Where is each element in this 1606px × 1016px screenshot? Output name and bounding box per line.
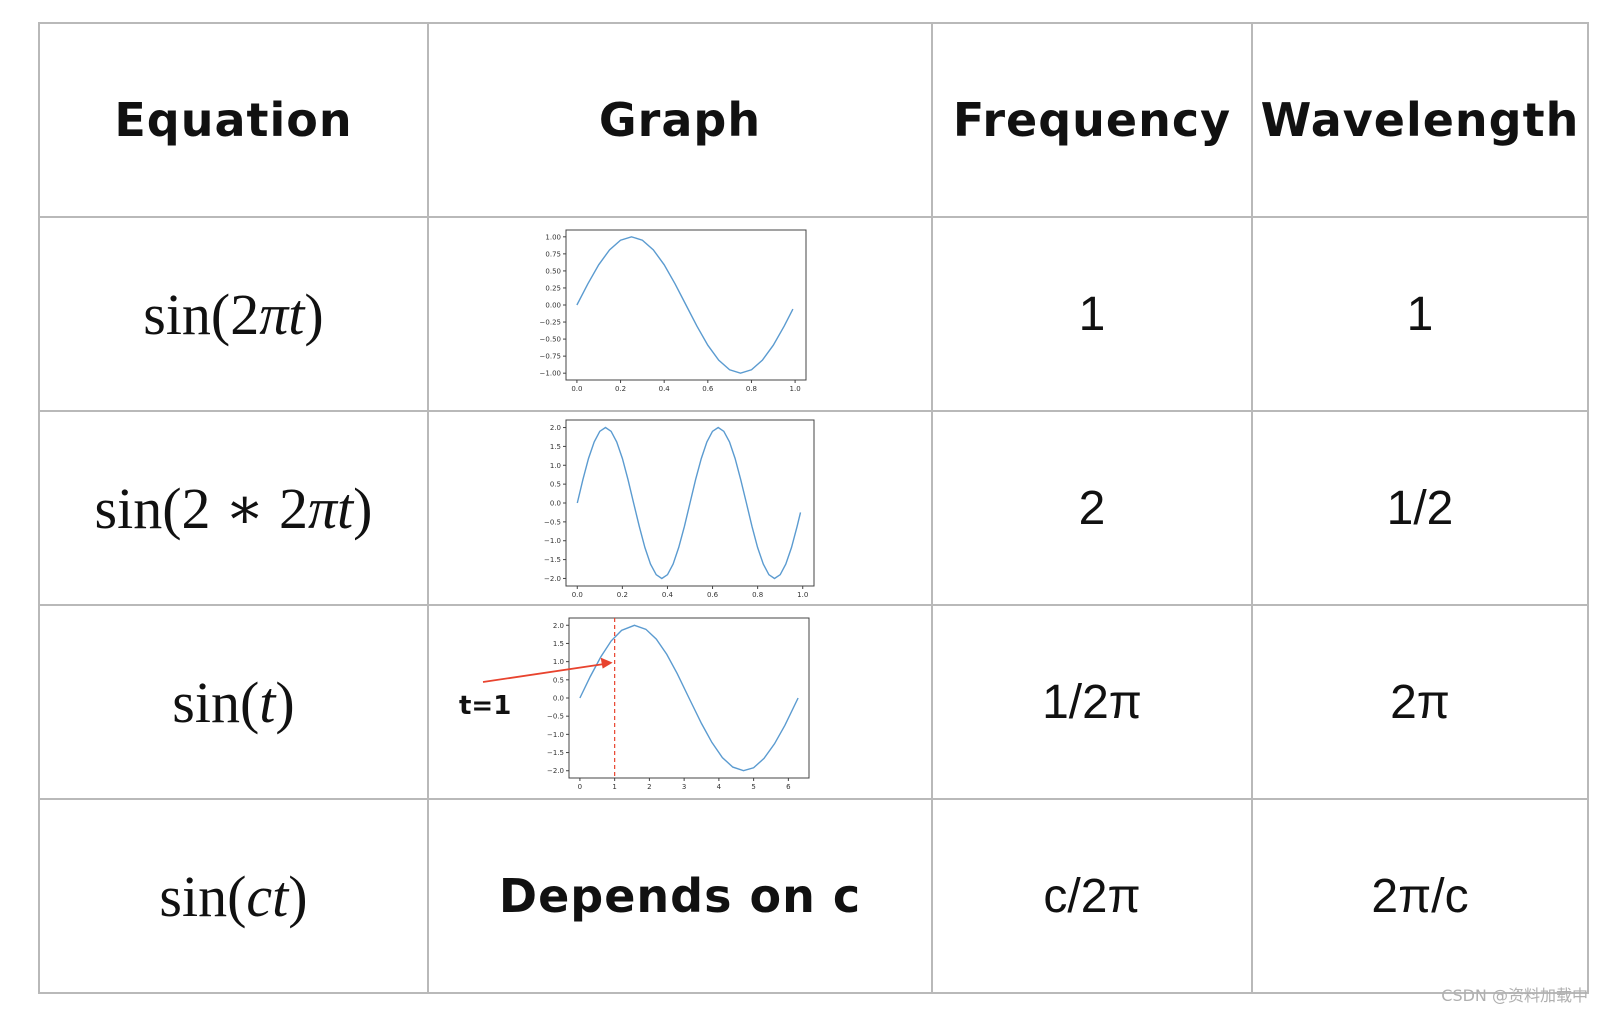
header-row: Equation Graph Frequency Wavelength [38,22,1589,218]
y-tick-label: −1.0 [547,731,564,739]
y-tick-label: −0.25 [540,319,561,327]
y-tick-label: −1.5 [547,749,564,757]
equation: sin(t) [172,669,295,735]
y-tick-label: 1.5 [550,443,561,451]
equation-cell: sin(2πt) [38,216,429,412]
y-tick-label: 1.5 [553,640,564,648]
x-tick-label: 5 [751,783,755,791]
wavelength-value: 1 [1406,287,1434,341]
y-tick-label: 0.50 [545,267,561,275]
sine-curve [576,426,802,580]
annotation-label: t=1 [459,691,511,721]
wavelength-value: 2π/c [1371,869,1469,923]
wavelength-cell: 1 [1251,216,1589,412]
y-tick-label: 2.0 [553,622,564,630]
y-tick-label: 0.75 [545,250,561,258]
y-tick-label: 0.5 [550,481,561,489]
x-tick-label: 1.0 [797,591,808,599]
x-tick-label: 0.8 [746,385,757,393]
sine-curve [579,624,799,772]
y-tick-label: 2.0 [550,424,561,432]
equation: sin(ct) [159,863,308,929]
equation-cell: sin(t) [38,604,429,800]
x-tick-label: 0.4 [659,385,671,393]
header-wavelength: Wavelength [1260,93,1580,147]
table-row: sin(ct) Depends on c c/2π 2π/c [38,798,1589,994]
table-row: sin(2πt) 1.00 0.75 0.50 0.25 0.00 −0.25 −0.50 −… [38,216,1589,412]
graph-note: Depends on c [498,869,862,923]
arrow-head [600,657,613,669]
x-tick-label: 0.2 [617,591,628,599]
header-frequency-cell: Frequency [931,22,1253,218]
watermark: CSDN @资料加载中 [1441,986,1588,1005]
x-tick-label: 2 [647,783,651,791]
graph-cell: Depends on c [427,798,933,994]
frequency-cell: 1/2π [931,604,1253,800]
y-tick-label: −2.0 [544,575,561,583]
y-tick-label: −1.00 [540,370,561,378]
table-row: sin(t) 2.0 1.5 1.0 0.5 0.0 −0.5 −1.0 −1.5 −2.0 0 1… [38,604,1589,800]
y-tick-label: 0.0 [550,500,561,508]
wavelength-cell: 1/2 [1251,410,1589,606]
header-frequency: Frequency [952,93,1232,147]
equation: sin(2 ∗ 2πt) [94,476,373,541]
wavelength-value: 2π [1390,675,1450,729]
y-tick-label: −1.5 [544,556,561,564]
equation-cell: sin(ct) [38,798,429,994]
frequency-value: 2 [1078,481,1106,535]
y-tick-label: 0.00 [545,302,561,310]
y-tick-label: −0.5 [544,518,561,526]
sine-plot-2: 2.0 1.5 1.0 0.5 0.0 −0.5 −1.0 −1.5 −2.0 0.0 0.2 0.4… [544,419,815,599]
wavelength-cell: 2π [1251,604,1589,800]
y-tick-label: 1.00 [545,233,561,241]
sine-curve [576,236,794,374]
sine-plot-3: 2.0 1.5 1.0 0.5 0.0 −0.5 −1.0 −1.5 −2.0 0 1 2 3 4 5 6 t=… [459,617,810,791]
header-wavelength-cell: Wavelength [1251,22,1589,218]
y-tick-label: 0.25 [545,284,561,292]
x-tick-label: 0.6 [702,385,714,393]
header-graph-cell: Graph [427,22,933,218]
graph-cell: 2.0 1.5 1.0 0.5 0.0 −0.5 −1.0 −1.5 −2.0 0 1 2 3 4 5 6 t=… [427,604,933,800]
frequency-cell: c/2π [931,798,1253,994]
y-tick-label: −0.50 [540,336,561,344]
y-tick-label: −0.5 [547,713,564,721]
wavelength-cell: 2π/c [1251,798,1589,994]
x-tick-label: 0.4 [662,591,674,599]
x-tick-label: 1 [612,783,616,791]
x-tick-label: 0 [578,783,582,791]
y-tick-label: −2.0 [547,767,564,775]
y-tick-label: 1.0 [553,658,564,666]
graph-cell: 1.00 0.75 0.50 0.25 0.00 −0.25 −0.50 −0.75 −1.00… [427,216,933,412]
y-tick-label: 0.5 [553,676,564,684]
x-tick-label: 0.6 [707,591,719,599]
header-graph: Graph [598,93,762,147]
x-tick-label: 0.2 [615,385,626,393]
x-tick-label: 0.8 [752,591,763,599]
graph-cell: 2.0 1.5 1.0 0.5 0.0 −0.5 −1.0 −1.5 −2.0 0.0 0.2 0.4… [427,410,933,606]
frequency-cell: 2 [931,410,1253,606]
y-tick-label: −0.75 [540,353,561,361]
header-equation: Equation [114,93,353,147]
x-tick-label: 1.0 [790,385,801,393]
sine-comparison-table: Equation Graph Frequency Wavelength sin(… [38,22,1589,994]
frequency-value: 1/2π [1042,675,1142,729]
x-tick-label: 3 [682,783,686,791]
equation: sin(2πt) [143,281,324,347]
x-tick-label: 6 [786,783,791,791]
table-row: sin(2 ∗ 2πt) 2.0 1.5 1.0 0.5 0.0 −0.5 −1.0 −1.5… [38,410,1589,606]
frequency-cell: 1 [931,216,1253,412]
x-tick-label: 0.0 [572,591,583,599]
frequency-value: c/2π [1043,869,1141,923]
y-tick-label: 1.0 [550,462,561,470]
header-equation-cell: Equation [38,22,429,218]
equation-cell: sin(2 ∗ 2πt) [38,410,429,606]
sine-plot-1: 1.00 0.75 0.50 0.25 0.00 −0.25 −0.50 −0.75 −1.00… [540,229,807,393]
frequency-value: 1 [1078,287,1106,341]
x-tick-label: 0.0 [571,385,582,393]
y-tick-label: −1.0 [544,537,561,545]
x-tick-label: 4 [717,783,722,791]
y-tick-label: 0.0 [553,695,564,703]
wavelength-value: 1/2 [1386,481,1454,535]
annotation-arrow [482,662,607,683]
